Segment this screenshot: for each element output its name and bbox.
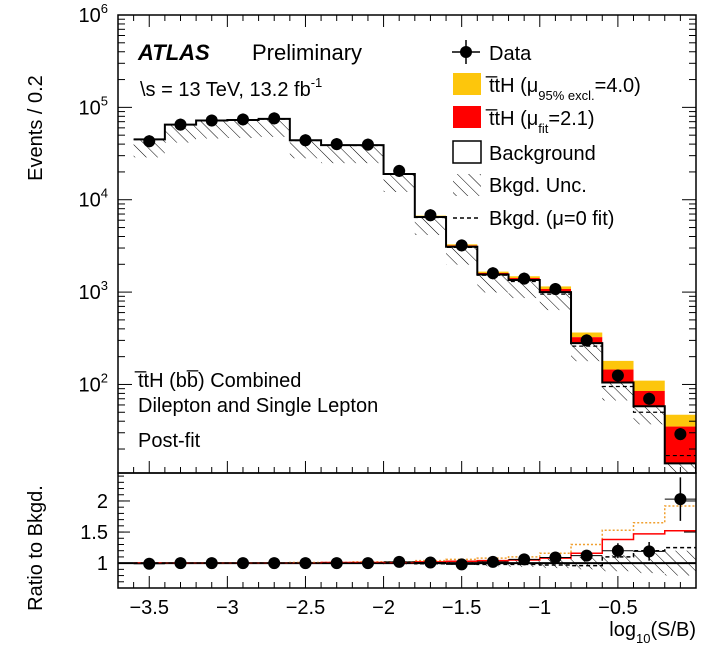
ratio-data-point — [456, 558, 468, 570]
background-bar — [227, 120, 258, 473]
data-point — [581, 334, 593, 346]
background-bar — [321, 145, 352, 473]
legend-tth95-label: t̅tH (μ95% excl.=4.0) — [486, 75, 641, 103]
background-bar — [352, 145, 383, 473]
annotation-line-2: Dilepton and Single Lepton — [138, 395, 378, 417]
annotation-line-3: Post-fit — [138, 430, 201, 452]
ratio-tth95-line — [134, 506, 696, 563]
x-tick-label: −3.5 — [130, 597, 169, 619]
background-bar — [384, 174, 415, 473]
ratio-y-tick-label: 2 — [97, 491, 108, 513]
background-bar — [196, 121, 227, 473]
x-tick-label: −1 — [528, 597, 551, 619]
ratio-data-point — [174, 557, 186, 569]
data-point — [331, 138, 343, 150]
y-tick-label: 105 — [79, 93, 108, 119]
ratio-data-point — [237, 557, 249, 569]
legend-mu0-label: Bkgd. (μ=0 fit) — [489, 208, 614, 230]
uncertainty-band — [602, 383, 633, 401]
y-tick-label: 102 — [79, 370, 108, 396]
ratio-data-point — [331, 557, 343, 569]
ratio-data-point — [549, 552, 561, 564]
tth95-bar — [665, 415, 696, 427]
ratio-data-point — [393, 556, 405, 568]
legend-unc-swatch — [453, 174, 481, 196]
data-point — [424, 209, 436, 221]
background-bar — [165, 125, 196, 473]
ratio-y-tick-label: 1 — [97, 553, 108, 575]
legend-background-label: Background — [489, 143, 596, 165]
x-tick-label: −1.5 — [442, 597, 481, 619]
background-bar — [259, 119, 290, 473]
background-bar — [446, 247, 477, 473]
legend-data-label: Data — [489, 43, 532, 65]
data-point — [456, 239, 468, 251]
ratio-data-point — [362, 557, 374, 569]
background-bar — [134, 139, 165, 473]
energy-label: \s = 13 TeV, 13.2 fb-1 — [140, 75, 322, 101]
data-point — [174, 119, 186, 131]
data-point — [143, 135, 155, 147]
data-point — [268, 112, 280, 124]
ratio-data-point — [643, 545, 655, 557]
x-axis-label: log10(S/B) — [609, 619, 696, 646]
ratio-data-point — [518, 553, 530, 565]
ratio-data-point — [581, 550, 593, 562]
annotation-line-1: t̅tH (bb̅) Combined — [135, 369, 302, 392]
legend-tthfit-label: t̅tH (μfit=2.1) — [486, 108, 595, 136]
y-tick-label: 106 — [79, 1, 108, 27]
x-tick-label: −0.5 — [598, 597, 637, 619]
ratio-data-point — [299, 557, 311, 569]
x-tick-label: −3 — [216, 597, 239, 619]
data-point — [549, 283, 561, 295]
y-axis-label: Events / 0.2 — [25, 75, 47, 181]
atlas-label: ATLAS — [137, 40, 210, 65]
ratio-data-point — [424, 557, 436, 569]
ratio-data-point — [206, 557, 218, 569]
data-point — [612, 370, 624, 382]
data-point — [393, 165, 405, 177]
preliminary-label: Preliminary — [252, 40, 362, 65]
background-bar — [415, 217, 446, 473]
ratio-data-point — [487, 556, 499, 568]
ratio-data-point — [268, 557, 280, 569]
tth95-bar — [634, 381, 665, 391]
data-point — [237, 113, 249, 125]
ratio-data-point — [612, 545, 624, 557]
tth95-bar — [602, 361, 633, 370]
background-bar — [290, 140, 321, 473]
data-point — [487, 267, 499, 279]
background-bar — [509, 280, 540, 473]
legend: Data t̅tH (μ95% excl.=4.0) t̅tH (μfit=2.… — [452, 40, 641, 230]
data-point — [206, 115, 218, 127]
y-tick-label: 103 — [79, 278, 108, 304]
x-tick-label: −2 — [372, 597, 395, 619]
x-tick-label: −2.5 — [286, 597, 325, 619]
background-bar — [540, 292, 571, 473]
data-point — [643, 393, 655, 405]
legend-tthfit-swatch — [453, 106, 481, 128]
data-point — [362, 139, 374, 151]
legend-data-marker — [460, 46, 472, 58]
ratio-data-point — [143, 558, 155, 570]
legend-tth95-swatch — [453, 73, 481, 95]
ratio-plot: 1 1.5 2 −3.5 −3 −2.5 −2 −1.5 −1 −0.5 Ratio to Bk… — [25, 473, 696, 619]
ratio-y-tick-label: 1.5 — [80, 522, 108, 544]
data-point — [674, 428, 686, 440]
ratio-y-axis-label: Ratio to Bkgd. — [25, 485, 47, 611]
legend-unc-label: Bkgd. Unc. — [489, 175, 587, 197]
data-point — [299, 134, 311, 146]
background-bar — [477, 275, 508, 473]
data-point — [518, 273, 530, 285]
uncertainty-band — [634, 406, 665, 424]
main-plot: 102 103 104 105 106 ATLAS Preliminary \s = 1… — [25, 1, 696, 473]
y-tick-label: 104 — [79, 186, 108, 212]
ratio-data-point — [674, 493, 686, 505]
legend-background-swatch — [453, 141, 481, 163]
background-bar — [571, 343, 602, 473]
